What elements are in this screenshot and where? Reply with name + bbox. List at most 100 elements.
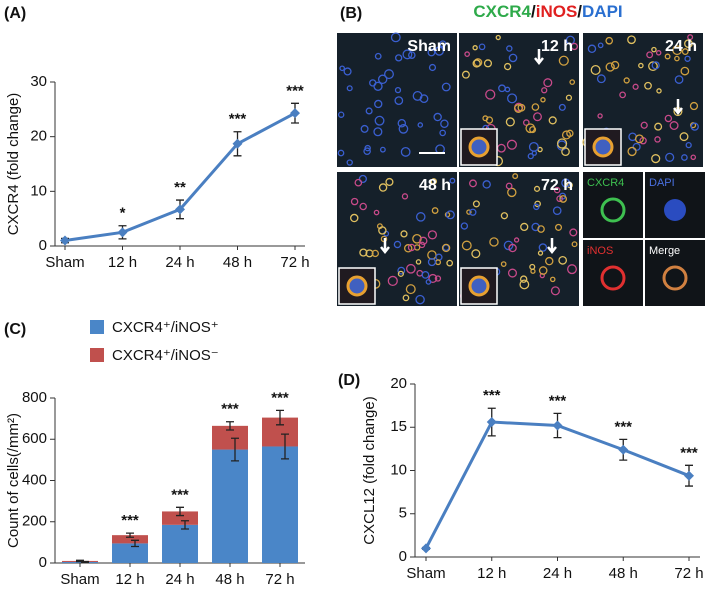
cell	[449, 177, 456, 184]
cell	[561, 178, 571, 188]
bar-segment	[262, 446, 298, 563]
cell	[350, 197, 359, 206]
cell	[549, 276, 556, 283]
x-tick-label: 24 h	[165, 254, 194, 271]
cell	[597, 42, 604, 49]
marker	[232, 138, 243, 149]
cell	[687, 34, 694, 41]
cell	[513, 237, 520, 243]
cell	[419, 94, 429, 104]
cell	[505, 117, 515, 127]
cell	[428, 273, 438, 284]
cell	[632, 142, 641, 151]
cell	[343, 67, 352, 76]
cell	[519, 275, 528, 283]
cell	[541, 87, 548, 94]
cell	[431, 207, 439, 214]
cell	[354, 178, 363, 187]
cell	[654, 136, 661, 143]
channel-image	[583, 172, 643, 238]
cell	[681, 48, 689, 56]
cell	[397, 270, 404, 277]
cell	[346, 159, 353, 166]
cell	[665, 152, 675, 162]
legend-label: CXCR4⁺/iNOS⁻	[112, 347, 219, 364]
cell	[400, 146, 411, 157]
x-tick-label: 24 h	[165, 571, 194, 588]
cell	[543, 78, 553, 88]
cell	[408, 51, 416, 59]
cell	[571, 241, 578, 248]
cell	[610, 60, 620, 70]
cell	[469, 179, 477, 188]
channel-label: Merge	[649, 245, 680, 257]
significance: ***	[549, 392, 567, 409]
marker	[552, 420, 563, 431]
cell	[550, 286, 560, 296]
cell	[387, 275, 398, 286]
cell	[489, 237, 499, 247]
y-tick-label: 200	[22, 513, 47, 530]
arrow	[380, 238, 390, 255]
cell	[533, 203, 540, 211]
cell	[569, 79, 576, 85]
bar-segment	[112, 543, 148, 563]
marker	[486, 417, 497, 428]
cell	[596, 74, 606, 84]
cell	[472, 200, 480, 208]
cell	[464, 51, 470, 57]
cell	[520, 222, 529, 232]
cell	[378, 183, 388, 192]
cell	[441, 243, 451, 253]
cell	[506, 45, 513, 52]
marker	[421, 543, 431, 554]
inset	[460, 128, 498, 166]
legend-label: CXCR4⁺/iNOS⁺	[112, 319, 219, 336]
x-tick-label: 48 h	[223, 254, 252, 271]
cell	[415, 259, 422, 265]
x-tick-label: 72 h	[265, 571, 294, 588]
cell	[346, 85, 353, 92]
cell	[627, 35, 636, 45]
cell	[685, 142, 692, 149]
cell	[461, 70, 470, 79]
cell	[508, 53, 518, 63]
cell	[428, 63, 437, 72]
cell	[394, 96, 404, 105]
cell	[407, 243, 416, 252]
cell	[528, 141, 539, 152]
bar-segment	[212, 425, 248, 450]
error-bar	[231, 437, 239, 462]
cell	[445, 210, 455, 220]
y-axis-label: CXCL12 (fold change)	[361, 396, 378, 544]
x-tick-label: 48 h	[215, 571, 244, 588]
cell	[561, 147, 570, 157]
cell	[485, 89, 496, 100]
cell	[434, 46, 444, 56]
panel-b-title: CXCR4/iNOS/DAPI	[473, 2, 622, 21]
y-tick-label: 30	[30, 73, 47, 90]
cell	[507, 93, 518, 104]
error-bar	[226, 421, 234, 431]
inset-cell	[468, 136, 490, 158]
cell	[533, 112, 542, 122]
cell	[527, 153, 534, 160]
cell	[519, 279, 530, 290]
cell	[430, 178, 438, 185]
cell	[556, 195, 563, 203]
cell	[412, 233, 422, 244]
cell	[440, 119, 449, 129]
cell	[556, 138, 568, 149]
cell	[439, 129, 447, 137]
cell	[417, 122, 424, 128]
cell	[472, 45, 478, 51]
cell	[679, 132, 689, 142]
cell	[558, 103, 566, 111]
cell	[406, 263, 416, 274]
error-bar	[126, 532, 134, 538]
cell	[552, 206, 562, 216]
error-bar	[276, 409, 284, 426]
cell	[600, 265, 626, 291]
arrow	[547, 238, 557, 255]
